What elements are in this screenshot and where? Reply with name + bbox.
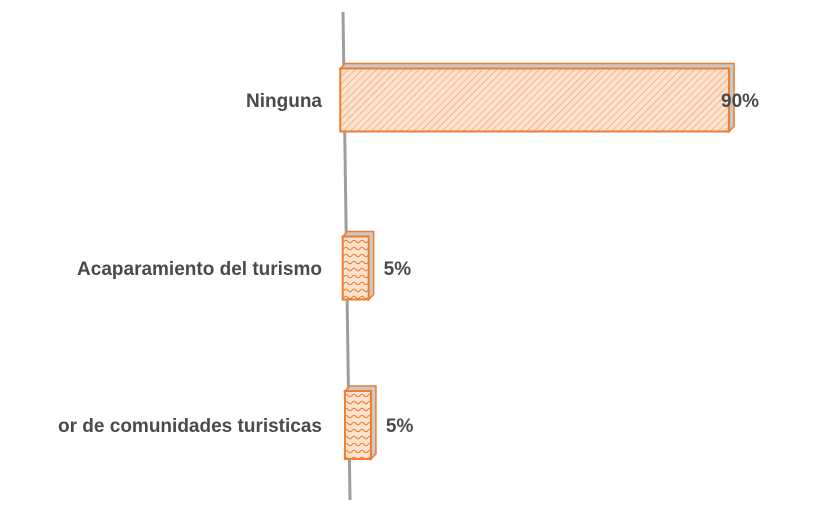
bar-1 <box>341 235 370 301</box>
category-label-0: Ninguna <box>246 91 322 112</box>
value-label-2: 5% <box>386 416 414 437</box>
category-label-1: Acaparamiento del turismo <box>77 259 322 280</box>
value-label-0: 90% <box>721 91 759 112</box>
bar-2 <box>343 390 372 460</box>
value-label-1: 5% <box>384 259 412 280</box>
category-label-2: or de comunidades turisticas <box>58 416 322 437</box>
bar-0 <box>339 67 731 133</box>
